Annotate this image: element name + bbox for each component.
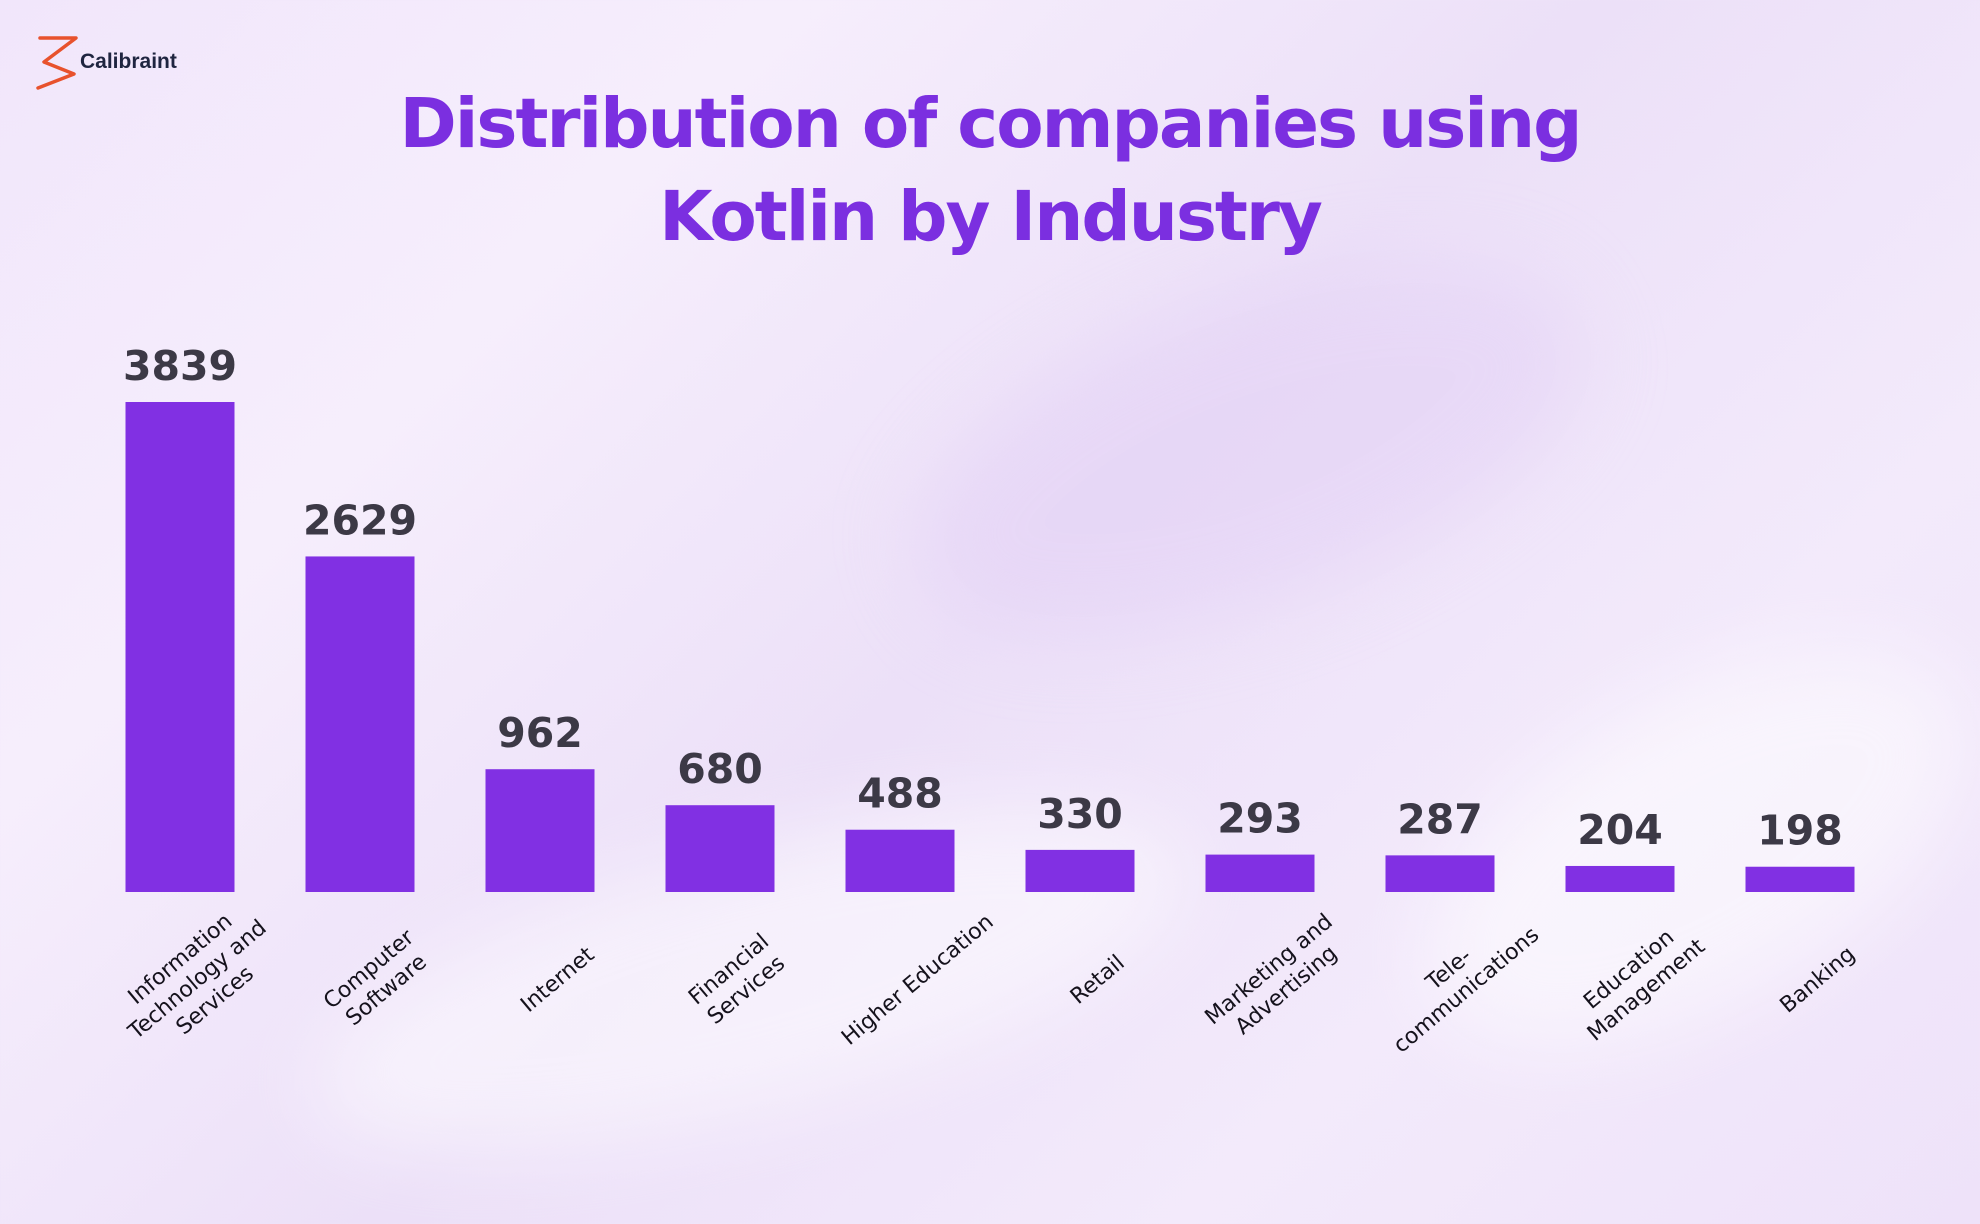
category-label-9: Banking <box>1776 942 1860 1019</box>
category-label-0: InformationTechnology andServices <box>106 895 289 1066</box>
bar-8 <box>1565 865 1675 892</box>
chart-title: Distribution of companies using Kotlin b… <box>0 78 1980 264</box>
bar-5 <box>1025 849 1135 892</box>
data-label-5: 330 <box>1037 790 1123 838</box>
data-label-9: 198 <box>1757 807 1843 855</box>
bar-0 <box>125 402 235 892</box>
category-label-4: Higher Education <box>837 909 998 1050</box>
data-label-0: 3839 <box>123 342 237 390</box>
data-label-2: 962 <box>497 709 583 757</box>
brand-name: Calibraint <box>80 50 177 73</box>
data-label-8: 204 <box>1577 806 1663 854</box>
category-label-1: ComputerSoftware <box>319 924 437 1035</box>
category-label-7: Tele-communications <box>1372 902 1545 1059</box>
bar-6 <box>1205 854 1315 892</box>
brand-logo: Calibraint <box>34 34 177 90</box>
chart-title-line-1: Distribution of companies using <box>399 84 1583 164</box>
data-label-7: 287 <box>1397 795 1483 843</box>
bar-2 <box>485 769 595 892</box>
bar-1 <box>305 556 415 892</box>
data-label-1: 2629 <box>303 496 417 544</box>
category-label-8: EducationManagement <box>1566 913 1711 1046</box>
data-label-6: 293 <box>1217 795 1303 843</box>
chart-title-line-2: Kotlin by Industry <box>659 177 1323 257</box>
bar-7 <box>1385 855 1495 892</box>
bar-4 <box>845 829 955 892</box>
category-label-6: Marketing andAdvertising <box>1201 909 1355 1050</box>
data-label-4: 488 <box>857 770 943 818</box>
category-label-2: Internet <box>516 942 599 1018</box>
category-label-5: Retail <box>1066 950 1130 1009</box>
data-label-3: 680 <box>677 745 763 793</box>
z-logo-icon <box>36 36 78 90</box>
category-label-3: FinancialServices <box>684 929 791 1031</box>
bar-9 <box>1745 866 1855 892</box>
bar-3 <box>665 805 775 892</box>
